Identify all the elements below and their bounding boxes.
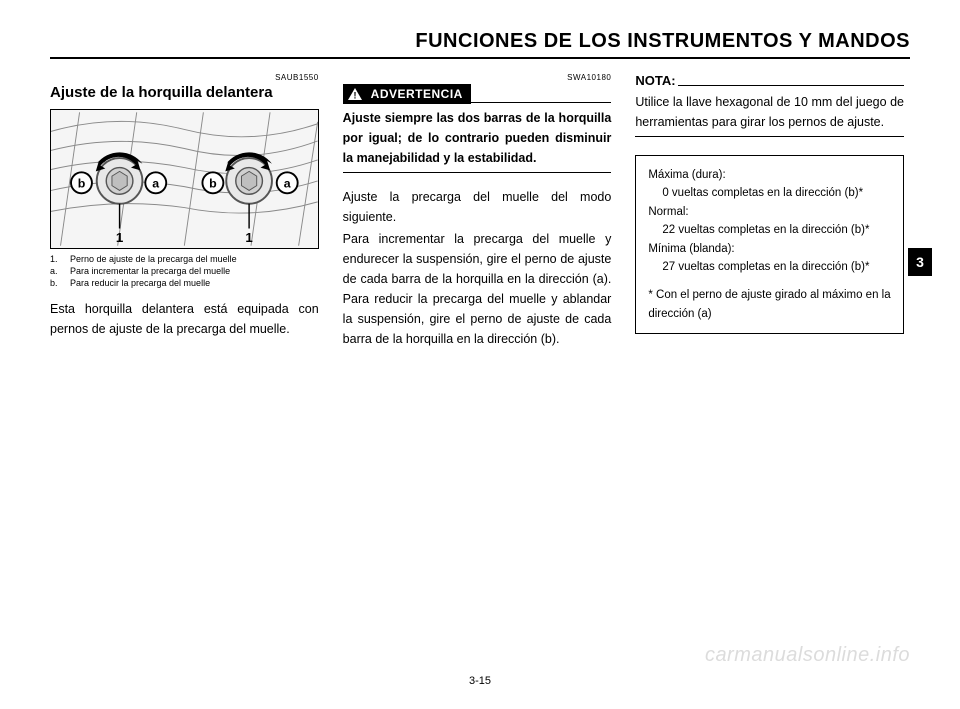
watermark: carmanualsonline.info: [705, 644, 910, 667]
warning-header: ! ADVERTENCIA: [343, 84, 612, 104]
page-number: 3-15: [0, 675, 960, 687]
nota-header: NOTA:: [635, 73, 904, 88]
spec-max-value: 0 vueltas completas en la dirección (b)*: [648, 184, 891, 202]
page: FUNCIONES DE LOS INSTRUMENTOS Y MANDOS S…: [0, 0, 960, 709]
column-2: SWA10180 ! ADVERTENCIA Ajuste siempre la…: [343, 73, 612, 349]
legend-a-label: a.: [50, 265, 64, 277]
legend-b-label: b.: [50, 277, 64, 289]
marker-a-right: a: [284, 176, 291, 190]
col1-paragraph: Esta horquilla delantera está equipada c…: [50, 299, 319, 339]
column-3: NOTA: Utilice la llave hexagonal de 10 m…: [635, 73, 910, 349]
spec-box: Máxima (dura): 0 vueltas completas en la…: [635, 155, 904, 334]
nota-label: NOTA:: [635, 73, 677, 88]
columns: SAUB1550 Ajuste de la horquilla delanter…: [50, 73, 910, 349]
fork-diagram-svg: b a b a 1 1: [51, 110, 318, 248]
marker-1-left: 1: [116, 230, 124, 245]
legend-a-text: Para incrementar la precarga del muelle: [70, 265, 230, 277]
legend-1-text: Perno de ajuste de la precarga del muell…: [70, 253, 237, 265]
warning-label: ADVERTENCIA: [367, 84, 471, 104]
fork-diagram: b a b a 1 1: [50, 109, 319, 249]
spec-max-label: Máxima (dura):: [648, 166, 891, 184]
warning-end-rule: [343, 172, 612, 173]
svg-text:!: !: [353, 91, 356, 101]
marker-b-left: b: [78, 176, 86, 190]
code-col2: SWA10180: [343, 73, 612, 82]
spec-min-value: 27 vueltas completas en la dirección (b)…: [648, 258, 891, 276]
marker-1-right: 1: [245, 230, 253, 245]
warning-text: Ajuste siempre las dos barras de la horq…: [343, 108, 612, 168]
legend-1-label: 1.: [50, 253, 64, 265]
header-rule: [50, 57, 910, 59]
warning-rule: [471, 102, 612, 103]
warning-triangle-icon: !: [343, 84, 367, 104]
nota-rule: [678, 85, 904, 86]
spec-normal-label: Normal:: [648, 203, 891, 221]
col2-para1: Ajuste la precarga del muelle del modo s…: [343, 187, 612, 227]
spec-min-label: Mínima (blanda):: [648, 240, 891, 258]
figure-legend: 1. Perno de ajuste de la precarga del mu…: [50, 253, 319, 289]
chapter-tab: 3: [908, 248, 932, 276]
column-1: SAUB1550 Ajuste de la horquilla delanter…: [50, 73, 319, 349]
spec-normal-value: 22 vueltas completas en la dirección (b)…: [648, 221, 891, 239]
marker-a-left: a: [152, 176, 159, 190]
spec-footnote: * Con el perno de ajuste girado al máxim…: [648, 286, 891, 323]
page-title: FUNCIONES DE LOS INSTRUMENTOS Y MANDOS: [50, 30, 910, 53]
section-title: Ajuste de la horquilla delantera: [50, 84, 319, 103]
nota-end-rule: [635, 136, 904, 137]
code-col1: SAUB1550: [50, 73, 319, 82]
legend-b-text: Para reducir la precarga del muelle: [70, 277, 210, 289]
nota-text: Utilice la llave hexagonal de 10 mm del …: [635, 92, 904, 132]
col2-para2: Para incrementar la precarga del muelle …: [343, 229, 612, 349]
marker-b-right: b: [209, 176, 217, 190]
